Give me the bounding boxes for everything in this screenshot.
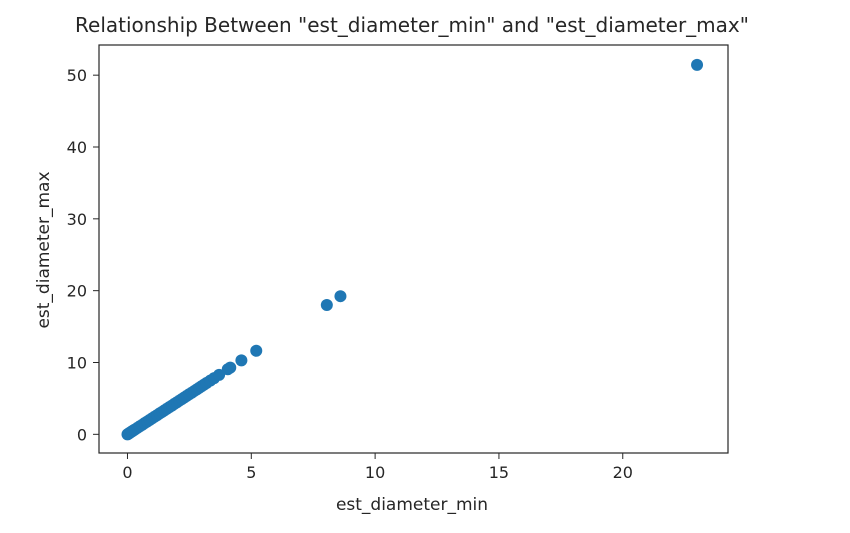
data-point bbox=[320, 299, 333, 312]
x-axis: 0 5 10 15 20 bbox=[122, 453, 633, 482]
y-tick-label: 10 bbox=[67, 353, 87, 372]
x-tick-label: 5 bbox=[246, 463, 256, 482]
y-tick-label: 0 bbox=[77, 425, 87, 444]
y-axis-label: est_diameter_max bbox=[34, 171, 54, 328]
y-tick-label: 30 bbox=[67, 210, 87, 229]
chart-title: Relationship Between "est_diameter_min" … bbox=[75, 13, 749, 37]
data-point bbox=[213, 368, 226, 381]
data-points bbox=[121, 58, 704, 441]
x-tick-label: 20 bbox=[613, 463, 633, 482]
y-tick-label: 50 bbox=[67, 66, 87, 85]
data-point bbox=[691, 58, 704, 71]
axes-frame bbox=[98, 44, 729, 454]
data-point bbox=[250, 344, 263, 357]
x-tick-label: 15 bbox=[489, 463, 509, 482]
y-tick-label: 40 bbox=[67, 138, 87, 157]
data-point bbox=[334, 290, 347, 303]
plot-area: 0 5 10 15 20 0 10 20 30 40 50 bbox=[67, 44, 729, 482]
data-point bbox=[235, 354, 248, 367]
y-tick-label: 20 bbox=[67, 282, 87, 301]
x-tick-label: 10 bbox=[365, 463, 385, 482]
x-axis-label: est_diameter_min bbox=[336, 495, 488, 515]
y-axis: 0 10 20 30 40 50 bbox=[67, 66, 99, 444]
data-point bbox=[224, 361, 237, 374]
x-tick-label: 0 bbox=[122, 463, 132, 482]
